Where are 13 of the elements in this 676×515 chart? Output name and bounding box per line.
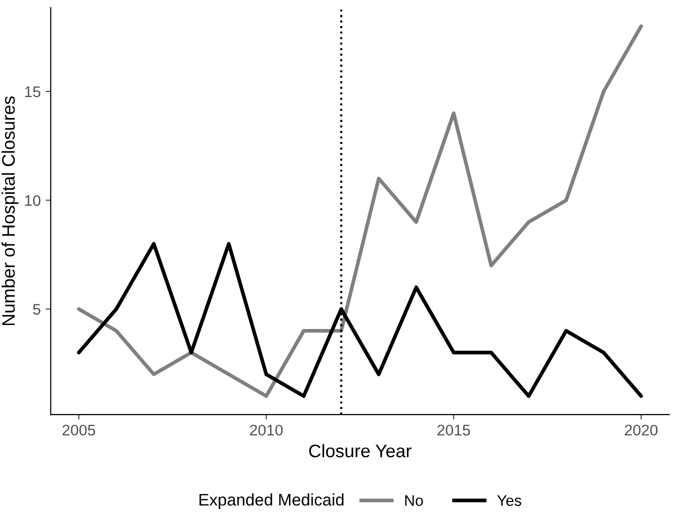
y-tick-label: 5: [33, 304, 40, 315]
x-tick-label: 2020: [624, 424, 658, 436]
x-tick-label: 2005: [62, 424, 96, 436]
legend-label: No: [405, 495, 423, 506]
x-tick-label: 2010: [250, 424, 283, 436]
line-series: [77, 24, 643, 398]
legend-label: Yes: [497, 495, 522, 506]
legend-title: Expanded Medicaid: [200, 493, 344, 509]
x-axis-title: Closure Year: [309, 444, 412, 458]
y-tick-label: 15: [25, 86, 40, 98]
y-axis-title: Number of Hospital Closures: [2, 96, 18, 326]
y-tick-label: 10: [25, 195, 40, 206]
x-tick-label: 2015: [437, 424, 470, 436]
